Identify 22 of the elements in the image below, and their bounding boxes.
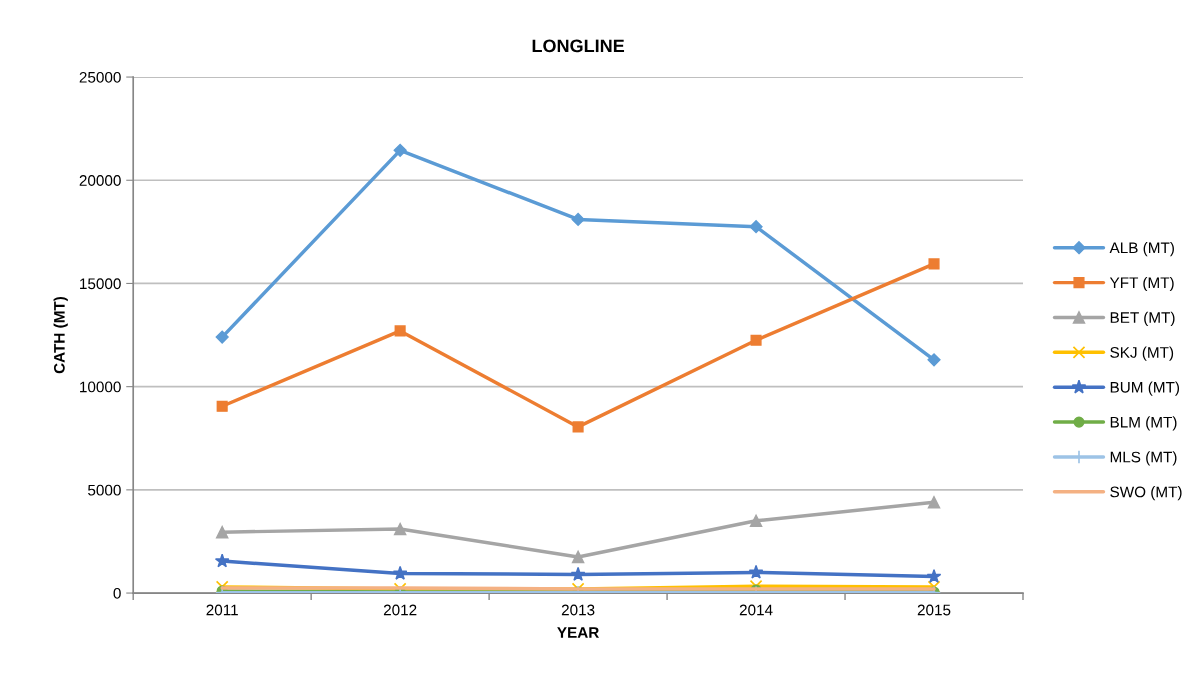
x-tick-label: 2012 bbox=[383, 604, 417, 616]
y-tick-label: 10000 bbox=[80, 381, 121, 393]
legend-label: YFT (MT) bbox=[1109, 276, 1174, 292]
legend-label: SKJ (MT) bbox=[1110, 346, 1174, 361]
y-axis-title: CATH (MT) bbox=[53, 296, 68, 374]
x-tick-label: 2013 bbox=[561, 604, 595, 616]
legend-label: MLS (MT) bbox=[1110, 451, 1177, 466]
legend-label: ALB (MT) bbox=[1109, 242, 1174, 257]
y-tick-label: 15000 bbox=[80, 278, 121, 290]
y-tick-label: 5000 bbox=[88, 484, 121, 496]
chart-title: LONGLINE bbox=[532, 39, 625, 53]
x-tick-label: 2014 bbox=[739, 604, 773, 616]
legend-label: BET (MT) bbox=[1110, 311, 1175, 326]
x-tick-label: 2011 bbox=[206, 604, 238, 616]
y-tick-label: 20000 bbox=[79, 175, 121, 186]
x-axis-title: YEAR bbox=[557, 627, 600, 638]
y-tick-label: 25000 bbox=[79, 71, 121, 83]
legend-label: BUM (MT) bbox=[1110, 381, 1180, 396]
y-tick-label: 0 bbox=[113, 587, 121, 599]
x-tick-label: 2015 bbox=[917, 604, 951, 616]
legend-label: BLM (MT) bbox=[1110, 416, 1177, 431]
legend-label: SWO (MT) bbox=[1110, 486, 1182, 501]
